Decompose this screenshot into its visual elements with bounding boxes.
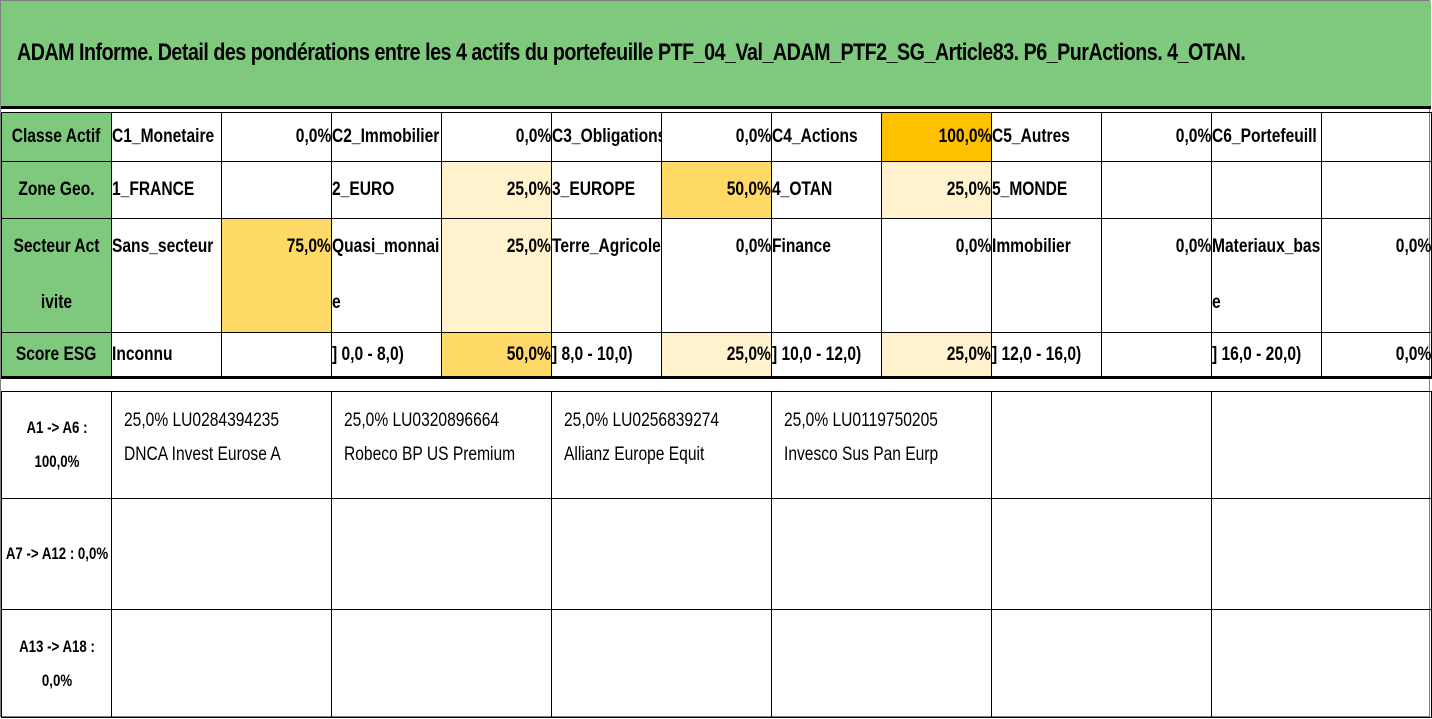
cell-label[interactable]: C4_Actions bbox=[771, 112, 882, 162]
cell-label[interactable]: ] 16,0 - 20,0) bbox=[1211, 332, 1322, 379]
assets-table: A1 -> A6 :100,0% 25,0% LU0284394235 DNCA… bbox=[1, 391, 1432, 718]
cell-value[interactable]: 0,0% bbox=[1321, 218, 1432, 333]
cell-value[interactable]: 0,0% bbox=[1321, 332, 1432, 379]
cell-label[interactable]: ] 10,0 - 12,0) bbox=[771, 332, 882, 379]
asset-group-label[interactable]: A13 -> A18 :0,0% bbox=[1, 609, 112, 718]
asset-group-label[interactable]: A1 -> A6 :100,0% bbox=[1, 391, 112, 499]
cell-value[interactable]: 25,0% bbox=[881, 332, 992, 379]
cell-value[interactable]: 0,0% bbox=[661, 112, 772, 162]
asset-cell[interactable] bbox=[551, 609, 772, 718]
cell-value[interactable]: 75,0% bbox=[221, 218, 332, 333]
cell-label[interactable]: Materiaux_base bbox=[1211, 218, 1322, 333]
cell-value[interactable]: 25,0% bbox=[441, 218, 552, 333]
asset-group-label[interactable]: A7 -> A12 : 0,0% bbox=[1, 498, 112, 610]
cell-value[interactable]: 0,0% bbox=[441, 112, 552, 162]
asset-cell[interactable]: 25,0% LU0320896664 Robeco BP US Premium bbox=[331, 391, 552, 499]
asset-cell[interactable] bbox=[551, 498, 772, 610]
asset-weight-isin: 25,0% LU0284394235 bbox=[124, 410, 280, 431]
report-title: ADAM Informe. Detail des pondérations en… bbox=[17, 39, 1246, 66]
row-header-zone[interactable]: Zone Geo. bbox=[1, 161, 112, 219]
asset-weight-isin: 25,0% LU0256839274 bbox=[564, 410, 720, 431]
cell-value[interactable]: 50,0% bbox=[661, 161, 772, 219]
cell-value[interactable]: 0,0% bbox=[221, 112, 332, 162]
cell-value[interactable] bbox=[1321, 161, 1432, 219]
asset-weight-isin: 25,0% LU0119750205 bbox=[784, 410, 938, 431]
asset-cell[interactable] bbox=[111, 609, 332, 718]
asset-cell[interactable] bbox=[111, 498, 332, 610]
asset-cell[interactable]: 25,0% LU0284394235 DNCA Invest Eurose A bbox=[111, 391, 332, 499]
cell-value[interactable]: 50,0% bbox=[441, 332, 552, 379]
cell-label[interactable]: ] 0,0 - 8,0) bbox=[331, 332, 442, 379]
asset-cell[interactable] bbox=[1211, 609, 1432, 718]
cell-label[interactable]: Immobilier bbox=[991, 218, 1102, 333]
cell-label[interactable]: C6_Portefeuill bbox=[1211, 112, 1322, 162]
asset-cell[interactable] bbox=[991, 391, 1212, 499]
cell-label[interactable]: Inconnu bbox=[111, 332, 222, 379]
asset-cell[interactable] bbox=[331, 609, 552, 718]
asset-cell[interactable] bbox=[1211, 391, 1432, 499]
asset-cell[interactable] bbox=[991, 609, 1212, 718]
cell-value[interactable]: 25,0% bbox=[441, 161, 552, 219]
row-header-classe[interactable]: Classe Actif bbox=[1, 112, 112, 162]
asset-cell[interactable] bbox=[1211, 498, 1432, 610]
cell-label[interactable]: 2_EURO bbox=[331, 161, 442, 219]
cell-value[interactable] bbox=[221, 332, 332, 379]
asset-cell[interactable]: 25,0% LU0119750205 Invesco Sus Pan Eurp bbox=[771, 391, 992, 499]
cell-value[interactable]: 100,0% bbox=[881, 112, 992, 162]
cell-label[interactable]: C3_Obligations bbox=[551, 112, 662, 162]
cell-label[interactable]: Sans_secteur bbox=[111, 218, 222, 333]
row-score-esg: Score ESG Inconnu ] 0,0 - 8,0) 50,0% ] 8… bbox=[1, 332, 1432, 379]
cell-value[interactable]: 25,0% bbox=[881, 161, 992, 219]
cell-label[interactable]: C2_Immobilier bbox=[331, 112, 442, 162]
cell-value[interactable] bbox=[221, 161, 332, 219]
asset-group-row: A1 -> A6 :100,0% 25,0% LU0284394235 DNCA… bbox=[1, 391, 1432, 499]
asset-cell[interactable] bbox=[991, 498, 1212, 610]
cell-label[interactable]: C1_Monetaire bbox=[111, 112, 222, 162]
cell-label[interactable]: 5_MONDE bbox=[991, 161, 1102, 219]
cell-label[interactable]: 3_EUROPE bbox=[551, 161, 662, 219]
asset-group-row: A13 -> A18 :0,0% bbox=[1, 609, 1432, 718]
asset-cell[interactable] bbox=[331, 498, 552, 610]
row-zone-geo: Zone Geo. 1_FRANCE 2_EURO 25,0% 3_EUROPE… bbox=[1, 161, 1432, 219]
cell-label[interactable]: Quasi_monnaie bbox=[331, 218, 442, 333]
cell-value[interactable]: 0,0% bbox=[881, 218, 992, 333]
cell-value[interactable]: 25,0% bbox=[661, 332, 772, 379]
row-header-esg[interactable]: Score ESG bbox=[1, 332, 112, 379]
cell-label[interactable]: Terre_Agricole bbox=[551, 218, 662, 333]
asset-cell[interactable] bbox=[771, 498, 992, 610]
cell-label[interactable]: ] 8,0 - 10,0) bbox=[551, 332, 662, 379]
row-secteur-activite: Secteur Activite Sans_secteur 75,0% Quas… bbox=[1, 218, 1432, 333]
cell-label[interactable]: C5_Autres bbox=[991, 112, 1102, 162]
cell-value[interactable]: 0,0% bbox=[1101, 112, 1212, 162]
asset-cell[interactable] bbox=[771, 609, 992, 718]
asset-name: Allianz Europe Equit bbox=[564, 444, 705, 465]
cell-value[interactable] bbox=[1101, 161, 1212, 219]
title-bar: ADAM Informe. Detail des pondérations en… bbox=[1, 1, 1431, 109]
asset-name: Invesco Sus Pan Eurp bbox=[784, 444, 939, 465]
allocation-table: Classe Actif C1_Monetaire 0,0% C2_Immobi… bbox=[1, 112, 1432, 379]
asset-group-row: A7 -> A12 : 0,0% bbox=[1, 498, 1432, 610]
cell-value[interactable] bbox=[1321, 112, 1432, 162]
asset-cell[interactable]: 25,0% LU0256839274 Allianz Europe Equit bbox=[551, 391, 772, 499]
asset-weight-isin: 25,0% LU0320896664 bbox=[344, 410, 500, 431]
cell-label[interactable]: 4_OTAN bbox=[771, 161, 882, 219]
cell-label[interactable]: Finance bbox=[771, 218, 882, 333]
asset-name: Robeco BP US Premium bbox=[344, 444, 516, 465]
cell-value[interactable]: 0,0% bbox=[1101, 218, 1212, 333]
cell-value[interactable] bbox=[1101, 332, 1212, 379]
cell-label[interactable]: 1_FRANCE bbox=[111, 161, 222, 219]
cell-label[interactable]: ] 12,0 - 16,0) bbox=[991, 332, 1102, 379]
row-header-secteur[interactable]: Secteur Activite bbox=[1, 218, 112, 333]
cell-value[interactable]: 0,0% bbox=[661, 218, 772, 333]
cell-label[interactable] bbox=[1211, 161, 1322, 219]
row-classe-actif: Classe Actif C1_Monetaire 0,0% C2_Immobi… bbox=[1, 112, 1432, 162]
asset-name: DNCA Invest Eurose A bbox=[124, 444, 281, 465]
